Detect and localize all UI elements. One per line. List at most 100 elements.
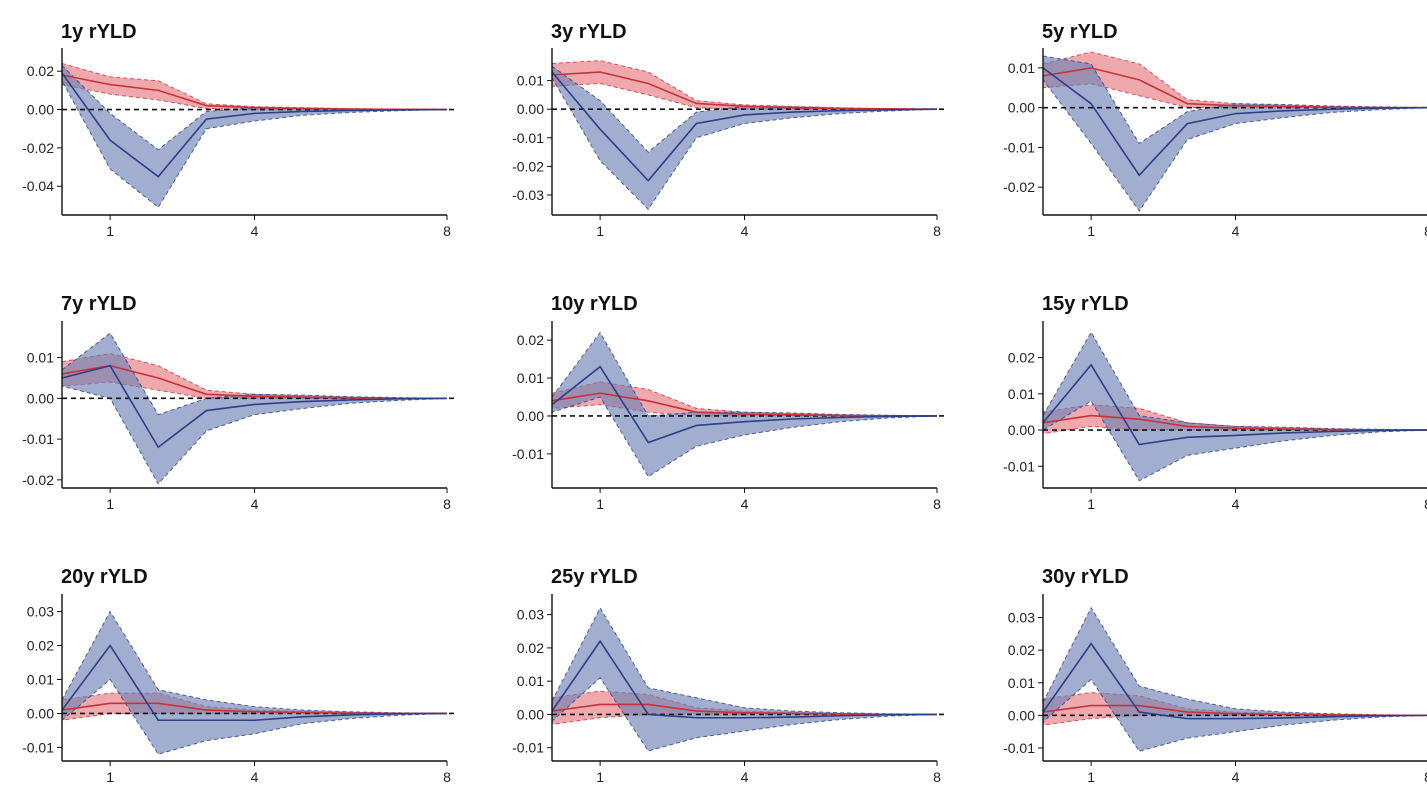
y-tick-label: -0.04	[22, 178, 54, 194]
panel-title: 1y rYLD	[61, 21, 137, 43]
blue-response-line	[61, 364, 448, 449]
blue-response-line	[1042, 363, 1427, 446]
y-tick-label: -0.01	[1003, 458, 1035, 474]
y-tick-label: 0.00	[27, 705, 54, 721]
y-tick-label: 0.02	[517, 640, 544, 656]
blue-lower-bound-line	[1042, 400, 1427, 482]
panel-8: 25y rYLD 0.03 0.02 0.01 0.00 -0.01 1 4 8	[512, 566, 945, 785]
x-tick-label: 4	[741, 223, 749, 239]
panel-title: 10y rYLD	[551, 293, 638, 315]
x-tick-label: 1	[106, 769, 114, 785]
x-tick-label: 8	[443, 496, 451, 512]
panel-title: 7y rYLD	[61, 293, 137, 315]
blue-upper-bound-line	[61, 332, 448, 416]
y-tick-label: -0.02	[22, 472, 54, 488]
y-tick-label: 0.01	[27, 672, 54, 688]
panel-4: 7y rYLD 0.01 0.00 -0.01 -0.02 1 4 8	[22, 293, 455, 512]
blue-response-line	[1042, 642, 1427, 720]
red-confidence-band	[62, 63, 447, 110]
x-tick-label: 8	[1424, 769, 1427, 785]
red-response-line	[61, 364, 447, 400]
y-tick-label: -0.02	[22, 140, 54, 156]
y-tick-label: 0.00	[517, 706, 544, 722]
panel-9: 30y rYLD 0.03 0.02 0.01 0.00 -0.01 1 4 8	[1003, 566, 1427, 785]
red-confidence-band	[62, 353, 447, 399]
y-tick-label: -0.02	[1003, 179, 1035, 195]
x-tick-label: 4	[251, 496, 259, 512]
blue-upper-bound-line	[551, 606, 938, 715]
y-tick-label: 0.00	[27, 390, 54, 406]
panel-title: 15y rYLD	[1042, 293, 1129, 315]
x-tick-label: 1	[596, 769, 604, 785]
y-tick-label: -0.03	[512, 187, 544, 203]
y-tick-label: 0.01	[517, 370, 544, 386]
red-upper-bound-line	[61, 63, 448, 111]
red-confidence-band	[552, 381, 937, 416]
blue-lower-bound-line	[551, 396, 938, 478]
y-tick-label: -0.02	[512, 158, 544, 174]
panel-1: 1y rYLD 0.02 0.00 -0.02 -0.04 1 4 8	[22, 21, 455, 239]
y-tick-label: -0.01	[22, 431, 54, 447]
x-tick-label: 8	[1424, 496, 1427, 512]
red-response-line	[1042, 414, 1427, 431]
x-tick-label: 1	[106, 223, 114, 239]
x-tick-label: 1	[1087, 769, 1095, 785]
x-tick-label: 4	[1232, 769, 1240, 785]
y-tick-label: 0.00	[1008, 100, 1035, 116]
y-tick-label: 0.00	[1008, 707, 1035, 723]
blue-confidence-band	[552, 607, 937, 752]
panel-6: 15y rYLD 0.02 0.01 0.00 -0.01 1 4 8	[1003, 293, 1427, 512]
blue-lower-bound-line	[61, 678, 448, 755]
blue-confidence-band	[552, 66, 937, 210]
blue-upper-bound-line	[1042, 55, 1427, 145]
x-tick-label: 8	[933, 223, 941, 239]
x-tick-label: 4	[741, 769, 749, 785]
blue-upper-bound-line	[1042, 331, 1427, 431]
red-upper-bound-line	[1042, 51, 1427, 109]
x-tick-label: 8	[933, 496, 941, 512]
y-tick-label: 0.02	[27, 63, 54, 79]
y-tick-label: 0.02	[517, 332, 544, 348]
x-tick-label: 4	[1232, 496, 1240, 512]
blue-response-line	[1042, 67, 1427, 177]
y-tick-label: 0.01	[1008, 386, 1035, 402]
y-tick-label: 0.01	[517, 673, 544, 689]
y-tick-label: 0.01	[1008, 60, 1035, 76]
x-tick-label: 1	[1087, 223, 1095, 239]
blue-lower-bound-line	[61, 385, 448, 485]
blue-lower-bound-line	[61, 80, 448, 209]
blue-confidence-band	[1043, 332, 1427, 481]
blue-confidence-band	[62, 611, 447, 755]
x-tick-label: 4	[251, 769, 259, 785]
x-tick-label: 8	[443, 769, 451, 785]
blue-lower-bound-line	[551, 677, 938, 752]
panel-5: 10y rYLD 0.02 0.01 0.00 -0.01 1 4 8	[512, 293, 945, 512]
blue-lower-bound-line	[1042, 79, 1427, 212]
blue-lower-bound-line	[1042, 678, 1427, 752]
panel-title: 25y rYLD	[551, 566, 638, 588]
red-response-line	[1042, 67, 1427, 109]
red-response-line	[551, 392, 937, 417]
x-tick-label: 1	[596, 496, 604, 512]
y-tick-label: 0.01	[1008, 675, 1035, 691]
x-tick-label: 8	[1424, 223, 1427, 239]
blue-response-line	[61, 72, 448, 178]
x-tick-label: 1	[1087, 496, 1095, 512]
blue-confidence-band	[552, 332, 937, 477]
panel-2: 3y rYLD 0.01 0.00 -0.01 -0.02 -0.03 1 4 8	[512, 21, 945, 239]
y-tick-label: -0.01	[512, 740, 544, 756]
y-tick-label: -0.01	[22, 739, 54, 755]
blue-response-line	[551, 71, 938, 182]
panel-title: 30y rYLD	[1042, 566, 1129, 588]
panel-title: 3y rYLD	[551, 21, 627, 43]
blue-response-line	[551, 639, 938, 719]
blue-upper-bound-line	[61, 610, 448, 714]
y-tick-label: 0.02	[1008, 350, 1035, 366]
y-tick-label: -0.01	[512, 446, 544, 462]
panel-title: 5y rYLD	[1042, 21, 1118, 43]
panel-3: 5y rYLD 0.01 0.00 -0.01 -0.02 1 4 8	[1003, 21, 1427, 239]
y-tick-label: 0.01	[27, 350, 54, 366]
blue-upper-bound-line	[1042, 606, 1427, 716]
panel-title: 20y rYLD	[61, 566, 148, 588]
